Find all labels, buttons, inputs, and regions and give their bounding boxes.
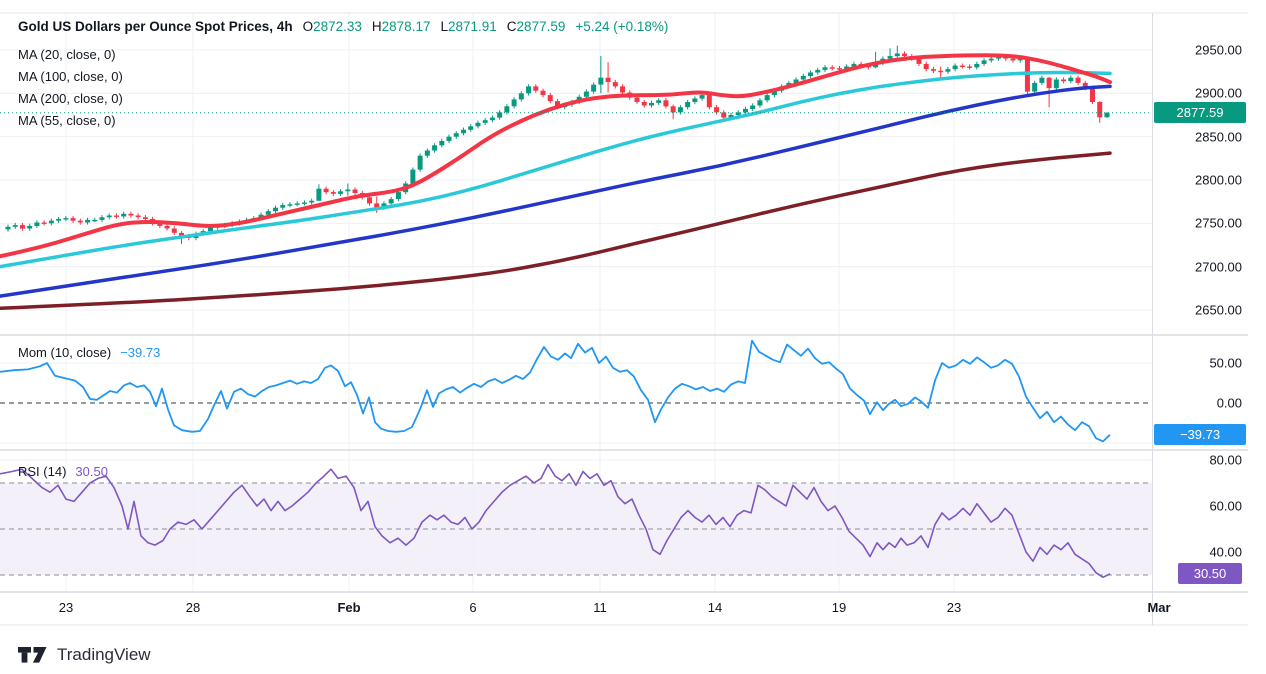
tradingview-logo-icon (18, 647, 47, 663)
price-axis-label: 2850.00 (1195, 129, 1242, 145)
ohlc-low: L 2871.91 (440, 19, 497, 34)
ma-lines (0, 53, 1112, 311)
time-axis-label: 19 (831, 600, 847, 615)
time-axis-label: 6 (469, 600, 477, 615)
momentum-line (0, 339, 1111, 443)
symbol-title: Gold US Dollars per Ounce Spot Prices, 4… (18, 19, 293, 34)
price-axis-label: 2700.00 (1195, 259, 1242, 275)
rsi-value-badge: 30.50 (1178, 563, 1242, 584)
rsi-legend-label: RSI (14) (18, 464, 67, 479)
rsi-legend[interactable]: RSI (14) 30.50 (18, 464, 108, 479)
rsi-axis-label: 40.00 (1209, 544, 1242, 560)
rsi-line (0, 463, 1111, 579)
ma-legend-row-200[interactable]: MA (200, close, 0) (18, 91, 123, 106)
ma200-line (0, 151, 1112, 311)
ma20-line (0, 53, 1112, 259)
momentum-axis-label: 50.00 (1209, 355, 1242, 371)
gridlines (0, 13, 1152, 592)
ohlc-close: C 2877.59 (506, 19, 566, 34)
ma55-line (0, 70, 1112, 269)
change-value: +5.24 (+0.18%) (575, 19, 669, 34)
candlestick-series (5, 45, 1110, 245)
ma-legend-row-55[interactable]: MA (55, close, 0) (18, 113, 116, 128)
ohlc-high: H 2878.17 (371, 19, 431, 34)
rsi-axis-label: 60.00 (1209, 498, 1242, 514)
time-axis-label: 14 (707, 600, 723, 615)
time-axis-label: Feb (337, 600, 361, 615)
tradingview-attribution[interactable]: TradingView (18, 645, 151, 665)
rsi-legend-value: 30.50 (75, 464, 108, 479)
momentum-legend[interactable]: Mom (10, close) −39.73 (18, 345, 160, 360)
tradingview-logo-text: TradingView (57, 645, 151, 664)
momentum-legend-value: −39.73 (120, 345, 161, 360)
ma100-line (0, 84, 1112, 298)
time-axis[interactable] (0, 592, 1152, 625)
price-axis-label: 2900.00 (1195, 85, 1242, 101)
ma-legend-row-100[interactable]: MA (100, close, 0) (18, 69, 123, 84)
ma-legend-row-20[interactable]: MA (20, close, 0) (18, 47, 116, 62)
symbol-header: Gold US Dollars per Ounce Spot Prices, 4… (18, 19, 668, 34)
price-axis-label: 2750.00 (1195, 215, 1242, 231)
time-axis-label: 23 (946, 600, 962, 615)
momentum-legend-label: Mom (10, close) (18, 345, 112, 360)
current-price-badge: 2877.59 (1154, 102, 1246, 123)
momentum-value-badge: −39.73 (1154, 424, 1246, 445)
ohlc-open: O 2872.33 (302, 19, 362, 34)
rsi-axis-label: 80.00 (1209, 452, 1242, 468)
momentum-axis-label: 0.00 (1216, 395, 1242, 411)
price-axis-label: 2800.00 (1195, 172, 1242, 188)
time-axis-label: 28 (185, 600, 201, 615)
time-axis-label: Mar (1147, 600, 1171, 615)
time-axis-label: 23 (58, 600, 74, 615)
price-axis-label: 2650.00 (1195, 302, 1242, 318)
time-axis-label: 11 (593, 600, 607, 615)
price-axis-label: 2950.00 (1195, 42, 1242, 58)
